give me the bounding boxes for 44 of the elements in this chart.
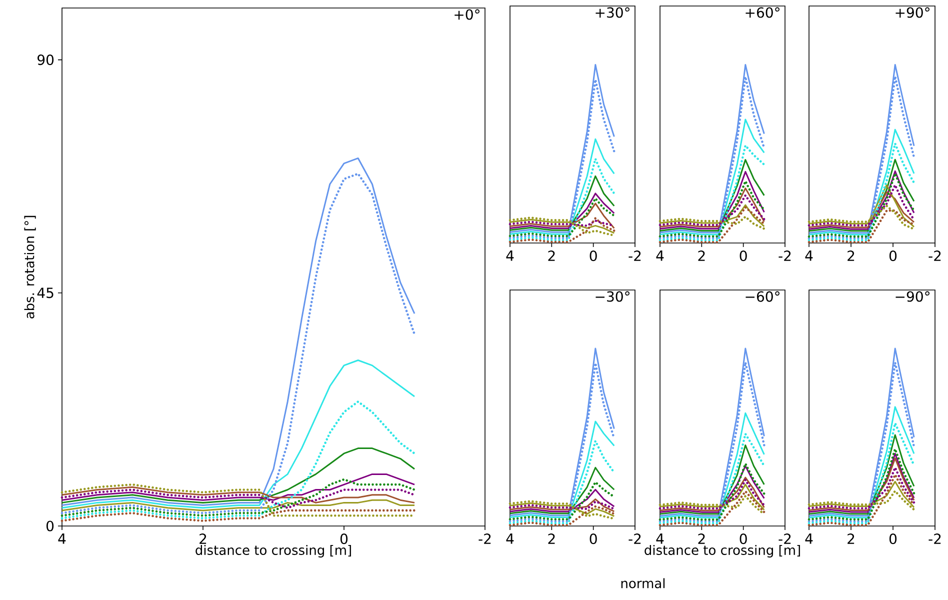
x-tick-label: -2	[628, 534, 641, 544]
x-tick-label: 0	[590, 250, 597, 262]
x-tick-label: -2	[478, 534, 491, 544]
x-tick-label: -2	[778, 250, 791, 261]
x-tick-label: 2	[848, 534, 854, 544]
x-tick-label: 4	[58, 534, 66, 544]
chart-title: −30°	[596, 291, 630, 302]
text: normal	[621, 578, 665, 588]
x-tick-label: 0	[590, 534, 597, 544]
chart-title: −90°	[896, 291, 930, 302]
x-tick-label: 2	[698, 534, 705, 544]
y-axis-title: abs. rotation [°]	[24, 216, 36, 318]
x-tick-label: -2	[928, 534, 941, 544]
x-tick-label: 4	[805, 534, 813, 544]
x-axis-title: distance to crossing [m]	[196, 544, 351, 558]
x-tick-label: -2	[778, 534, 791, 544]
chart-title: +60°	[746, 7, 780, 18]
line-series	[60, 400, 416, 520]
x-tick-label: 2	[548, 534, 555, 544]
x-tick-label: 0	[889, 250, 897, 262]
x-tick-label: 4	[506, 250, 514, 261]
chart-title: +90°	[896, 7, 930, 18]
x-tick-label: 0	[889, 534, 897, 544]
y-tick-label: 0	[46, 520, 54, 532]
x-tick-label: 4	[805, 250, 813, 261]
line-series	[61, 448, 416, 504]
x-tick-label: 4	[656, 250, 664, 261]
y-tick-label: 90	[38, 54, 54, 66]
chart-title: −60°	[746, 291, 780, 302]
x-tick-label: -2	[628, 250, 641, 261]
y-tick-label: 45	[37, 288, 54, 298]
chart-title: +30°	[596, 7, 630, 18]
x-tick-label: 0	[740, 534, 747, 544]
x-axis-title: distance to crossing [m]	[644, 544, 800, 558]
x-tick-label: 4	[656, 534, 664, 544]
x-tick-label: 2	[200, 534, 206, 544]
x-tick-label: 0	[340, 534, 348, 544]
x-tick-label: 0	[740, 250, 747, 262]
x-tick-label: 2	[548, 250, 555, 261]
x-tick-label: 2	[698, 250, 705, 261]
x-tick-label: 2	[848, 250, 854, 261]
x-tick-label: -2	[928, 250, 941, 261]
x-tick-label: 4	[506, 534, 514, 544]
chart-title: +0°	[454, 9, 480, 20]
